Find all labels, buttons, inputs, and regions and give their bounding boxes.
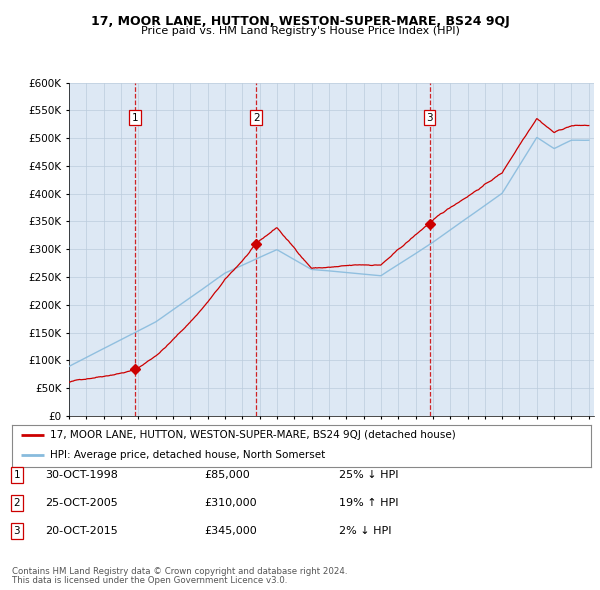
Text: 25-OCT-2005: 25-OCT-2005 [45,498,118,507]
Text: £310,000: £310,000 [204,498,257,507]
Text: Price paid vs. HM Land Registry's House Price Index (HPI): Price paid vs. HM Land Registry's House … [140,26,460,36]
Text: HPI: Average price, detached house, North Somerset: HPI: Average price, detached house, Nort… [50,450,325,460]
Text: This data is licensed under the Open Government Licence v3.0.: This data is licensed under the Open Gov… [12,576,287,585]
Text: 2: 2 [253,113,260,123]
Text: 30-OCT-1998: 30-OCT-1998 [45,470,118,480]
Text: 1: 1 [132,113,139,123]
Text: 3: 3 [426,113,433,123]
Text: 19% ↑ HPI: 19% ↑ HPI [339,498,398,507]
Text: 20-OCT-2015: 20-OCT-2015 [45,526,118,536]
Text: Contains HM Land Registry data © Crown copyright and database right 2024.: Contains HM Land Registry data © Crown c… [12,566,347,576]
Text: 1: 1 [13,470,20,480]
Text: 17, MOOR LANE, HUTTON, WESTON-SUPER-MARE, BS24 9QJ: 17, MOOR LANE, HUTTON, WESTON-SUPER-MARE… [91,15,509,28]
Text: 3: 3 [13,526,20,536]
Text: £345,000: £345,000 [204,526,257,536]
Text: 17, MOOR LANE, HUTTON, WESTON-SUPER-MARE, BS24 9QJ (detached house): 17, MOOR LANE, HUTTON, WESTON-SUPER-MARE… [50,431,455,440]
Text: 2: 2 [13,498,20,507]
Text: 25% ↓ HPI: 25% ↓ HPI [339,470,398,480]
Text: 2% ↓ HPI: 2% ↓ HPI [339,526,391,536]
Text: £85,000: £85,000 [204,470,250,480]
